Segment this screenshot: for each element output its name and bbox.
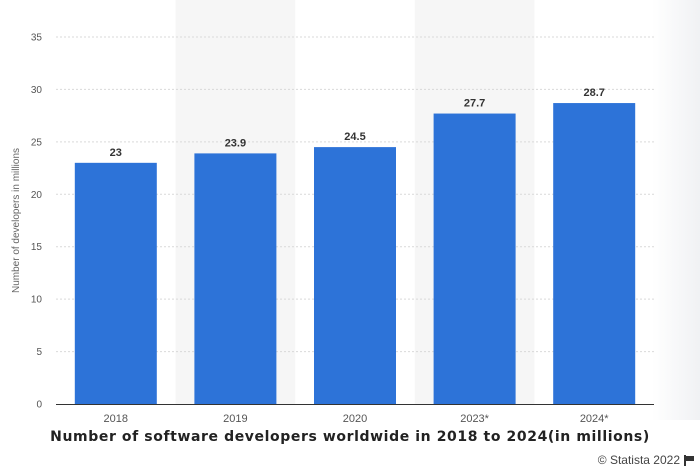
data-label: 23 bbox=[110, 147, 122, 159]
data-label: 28.7 bbox=[583, 87, 604, 99]
source-credit[interactable]: © Statista 2022 bbox=[598, 453, 694, 467]
y-tick-label: 0 bbox=[36, 400, 42, 411]
y-tick-label: 25 bbox=[31, 137, 43, 148]
flag-icon[interactable] bbox=[684, 454, 694, 466]
x-tick-label: 2019 bbox=[223, 413, 247, 425]
x-tick-label: 2018 bbox=[104, 413, 128, 425]
bar bbox=[74, 162, 157, 404]
y-tick-label: 5 bbox=[36, 347, 42, 358]
bar-chart: 0 5 10 15 20 25 30 35 23 2018 23.9 2019 24.5 2020 27.7… bbox=[11, 32, 654, 425]
data-label: 24.5 bbox=[344, 131, 365, 143]
credit-text: © Statista 2022 bbox=[597, 453, 680, 467]
y-tick-label: 20 bbox=[31, 190, 43, 201]
bar bbox=[194, 153, 277, 404]
bar bbox=[433, 113, 516, 404]
x-tick-label: 2023* bbox=[460, 413, 489, 425]
x-tick-label: 2020 bbox=[343, 413, 367, 425]
y-tick-label: 10 bbox=[31, 295, 43, 306]
y-axis-title: Number of developers in millions bbox=[11, 148, 22, 293]
bar bbox=[314, 147, 396, 404]
bar bbox=[553, 103, 636, 404]
data-label: 23.9 bbox=[225, 137, 246, 149]
y-tick-label: 15 bbox=[31, 242, 43, 253]
right-edge-shade bbox=[652, 0, 700, 420]
data-label: 27.7 bbox=[464, 98, 485, 110]
x-tick-label: 2024* bbox=[580, 413, 609, 425]
chart-title: Number of software developers worldwide … bbox=[50, 429, 650, 445]
y-tick-label: 30 bbox=[31, 85, 43, 96]
y-tick-label: 35 bbox=[31, 33, 43, 44]
